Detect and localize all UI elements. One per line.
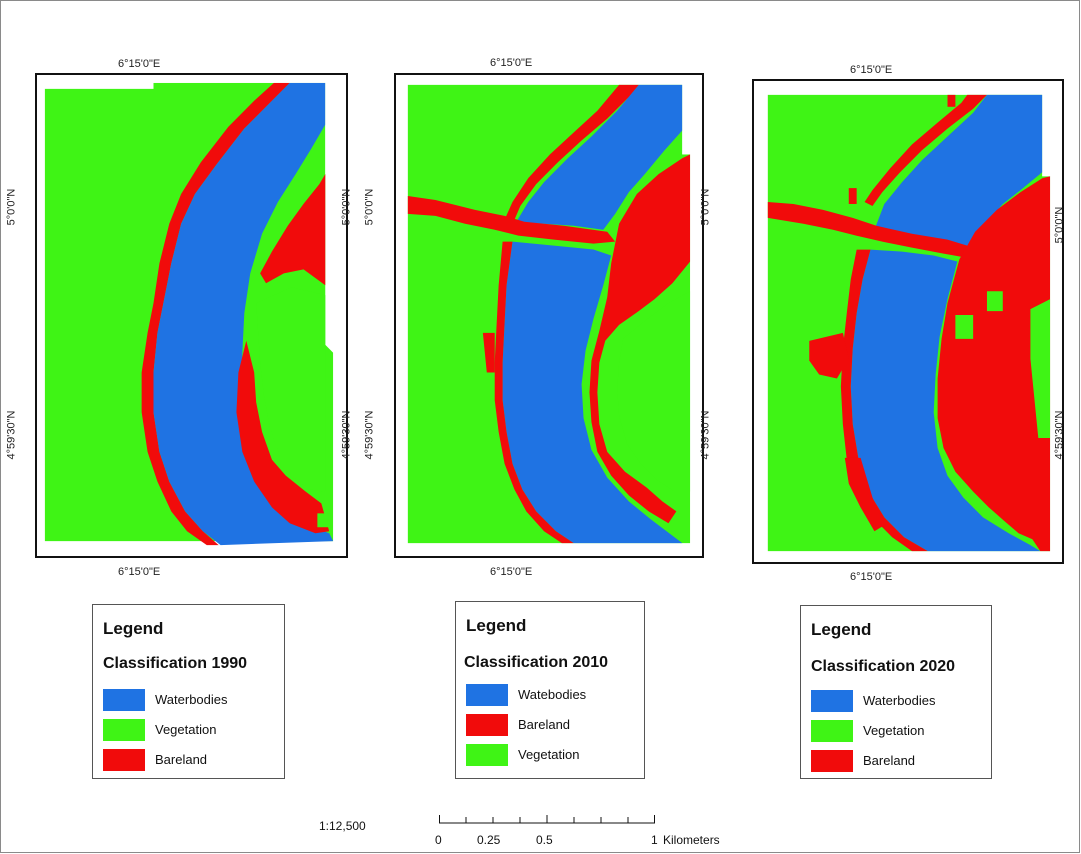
scale-tick-label-0-5: 0.5 xyxy=(536,833,553,847)
map-2010-nodata-top-right xyxy=(682,75,702,155)
map-1990-canvas xyxy=(37,75,346,556)
map-1990-frame xyxy=(35,73,348,558)
map-2020-top-longitude-label: 6°15'0"E xyxy=(850,64,893,76)
map-2020-waterbodies-upper xyxy=(874,94,1043,250)
map-1990-bareland-east-patch xyxy=(260,174,326,286)
map-2020-nodata-right xyxy=(1050,176,1062,562)
legend-1990-item-waterbodies: Waterbodies xyxy=(103,689,323,711)
scale-ratio: 1:12,500 xyxy=(319,819,366,833)
map-2010-right-latitude-label-2: 4°59'30"N xyxy=(699,410,712,460)
map-1990-left-latitude-label-1: 5°0'0"N xyxy=(5,188,18,226)
scale-bar xyxy=(439,815,655,824)
legend-2020-item-waterbodies: Waterbodies xyxy=(811,690,1031,712)
legend-2010: Legend Classification 2010 Watebodies Ba… xyxy=(455,601,645,779)
map-2020-bareland-channel xyxy=(767,201,968,258)
map-2010-frame xyxy=(394,73,704,558)
legend-2010-item-vegetation: Vegetation xyxy=(466,744,686,766)
map-2010-waterbodies-upper xyxy=(516,84,683,230)
map-2020-bareland-northwest-fleck xyxy=(848,188,857,204)
map-1990-bottom-longitude-label: 6°15'0"E xyxy=(118,566,161,578)
map-1990-nodata-right xyxy=(333,82,346,556)
map-2020-nodata-top-right xyxy=(1042,81,1062,177)
map-2020-vegetation-east-fleck-1 xyxy=(986,291,1003,312)
scale-tick-label-0-25: 0.25 xyxy=(477,833,501,847)
legend-swatch xyxy=(103,719,145,741)
map-1990-bareland-south-arc xyxy=(236,340,330,534)
map-2010-vegetation-east-pocket xyxy=(617,291,691,492)
legend-2020-item-vegetation: Vegetation xyxy=(811,720,1031,742)
map-2010-left-latitude-label-1: 5°0'0"N xyxy=(363,188,376,226)
map-2010-nodata-right xyxy=(690,154,702,556)
legend-2020-title: Legend xyxy=(811,620,872,639)
map-2010-right-latitude-label-1: 5°0'0"N xyxy=(699,188,712,226)
legend-swatch xyxy=(811,690,853,712)
map-2020-bareland-west-patch xyxy=(809,332,849,379)
map-2020-vegetation-east-fleck-2 xyxy=(955,315,974,339)
legend-2010-subtitle: Classification 2010 xyxy=(464,654,609,671)
map-1990-nodata-top-right-1 xyxy=(325,82,334,175)
legend-2010-item-waterbodies: Watebodies xyxy=(466,684,686,706)
legend-1990-label-bareland: Bareland xyxy=(155,752,208,767)
map-2020-right-latitude-label-1: 5°0'0"N xyxy=(1053,206,1066,244)
map-2010-bareland-west-fleck xyxy=(482,332,495,373)
map-2010-bottom-longitude-label: 6°15'0"E xyxy=(490,566,533,578)
map-2020-bareland-southwest xyxy=(844,457,885,532)
map-2020-vegetation-east-strip xyxy=(1030,299,1051,439)
legend-2020-label-bareland: Bareland xyxy=(863,753,916,768)
scale-tick-label-1: 1 xyxy=(651,833,658,847)
map-2020-bareland-river-edge-upper xyxy=(864,94,987,206)
legend-swatch xyxy=(466,714,508,736)
map-1990-top-longitude-label: 6°15'0"E xyxy=(118,58,161,70)
map-1990-right-latitude-label-1: 5°0'0"N xyxy=(340,188,353,226)
legend-2020-subtitle: Classification 2020 xyxy=(811,658,956,675)
map-1990-nodata-top xyxy=(153,75,346,83)
legend-2010-label-bareland: Bareland xyxy=(518,717,571,732)
legend-2020-label-waterbodies: Waterbodies xyxy=(863,693,936,708)
scale-unit-label: Kilometers xyxy=(663,833,720,847)
legend-swatch xyxy=(466,684,508,706)
legend-1990-label-vegetation: Vegetation xyxy=(155,722,217,737)
map-1990-vegetation-bottom-right xyxy=(317,513,332,528)
legend-swatch xyxy=(811,720,853,742)
legend-swatch xyxy=(103,689,145,711)
legend-2010-label-waterbodies: Watebodies xyxy=(518,687,587,702)
map-2010-bareland-east-belt xyxy=(589,154,691,524)
map-1990-waterbodies-river xyxy=(153,82,334,546)
legend-2010-label-vegetation: Vegetation xyxy=(518,747,580,762)
map-2020-frame xyxy=(752,79,1064,564)
legend-1990-item-bareland: Bareland xyxy=(103,749,323,771)
legend-2020-label-vegetation: Vegetation xyxy=(863,723,925,738)
legend-1990-item-vegetation: Vegetation xyxy=(103,719,323,741)
legend-swatch xyxy=(103,749,145,771)
map-2020-bottom-longitude-label: 6°15'0"E xyxy=(850,571,893,583)
legend-1990-title: Legend xyxy=(103,619,164,638)
map-2020-bareland-east-large xyxy=(937,176,1051,552)
legend-2020: Legend Classification 2020 Waterbodies V… xyxy=(800,605,992,779)
legend-1990-label-waterbodies: Waterbodies xyxy=(155,692,228,707)
map-2020-waterbodies-lower xyxy=(850,249,1041,552)
map-2010-bareland-river-edge-lower xyxy=(494,241,574,544)
map-1990-vegetation-east-pocket xyxy=(256,287,326,492)
map-1990-left-latitude-label-2: 4°59'30"N xyxy=(5,410,18,460)
legend-2010-title: Legend xyxy=(466,616,527,635)
map-2010-canvas xyxy=(396,75,702,556)
map-2020-right-latitude-label-2: 4°59'30"N xyxy=(1053,410,1066,460)
scale-tick-label-0: 0 xyxy=(435,833,442,847)
map-2010-waterbodies-lower xyxy=(502,241,683,544)
map-2020-canvas xyxy=(754,81,1062,562)
legend-1990-subtitle: Classification 1990 xyxy=(103,655,248,672)
map-2010-bareland-river-edge-upper xyxy=(504,84,639,220)
legend-1990: Legend Classification 1990 Waterbodies V… xyxy=(92,604,285,779)
map-2020-bareland-top-fleck xyxy=(947,94,956,107)
map-2010-left-latitude-label-2: 4°59'30"N xyxy=(363,410,376,460)
legend-swatch xyxy=(466,744,508,766)
map-2010-bareland-channel xyxy=(407,195,616,244)
map-1990-right-latitude-label-2: 4°59'30"N xyxy=(340,410,353,460)
legend-swatch xyxy=(811,750,853,772)
legend-2020-item-bareland: Bareland xyxy=(811,750,1031,772)
map-2010-top-longitude-label: 6°15'0"E xyxy=(490,57,533,69)
legend-2010-item-bareland: Bareland xyxy=(466,714,686,736)
